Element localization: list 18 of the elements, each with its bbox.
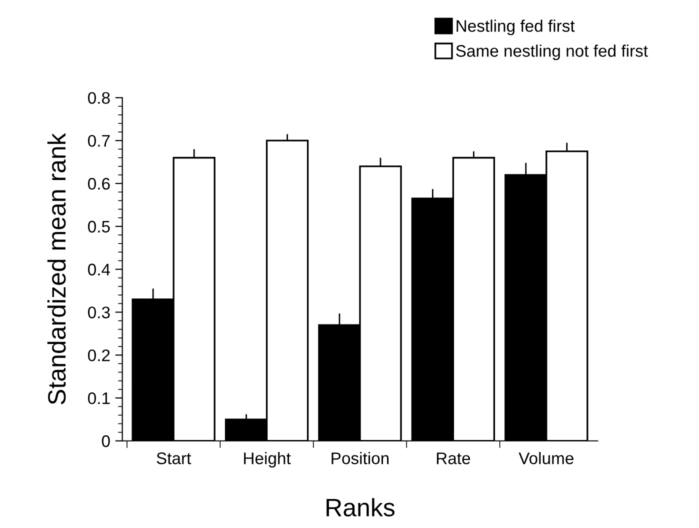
legend-label: Same nestling not fed first [456, 44, 648, 60]
y-tick-label: 0.1 [88, 392, 110, 404]
y-tick-label: 0.8 [88, 92, 110, 104]
y-tick-label: 0.6 [88, 178, 110, 190]
x-tick-label: Rate [436, 452, 470, 464]
y-tick-label: 0 [102, 435, 110, 448]
x-tick-label: Volume [518, 452, 574, 464]
x-tick-label: Start [156, 452, 192, 464]
y-tick-label: 0.4 [88, 264, 110, 276]
x-tick-label: Position [332, 452, 389, 464]
y-tick-label: 0.2 [88, 349, 110, 362]
legend-label: Nestling fed first [456, 20, 575, 36]
x-tick-label: Height [244, 452, 291, 468]
y-tick-label: 0.5 [88, 220, 110, 233]
y-tick-label: 0.3 [88, 306, 110, 318]
y-axis-title: Standardized mean rank [47, 133, 66, 404]
y-tick-label: 0.7 [88, 134, 110, 147]
x-axis-title: Ranks [326, 498, 395, 516]
